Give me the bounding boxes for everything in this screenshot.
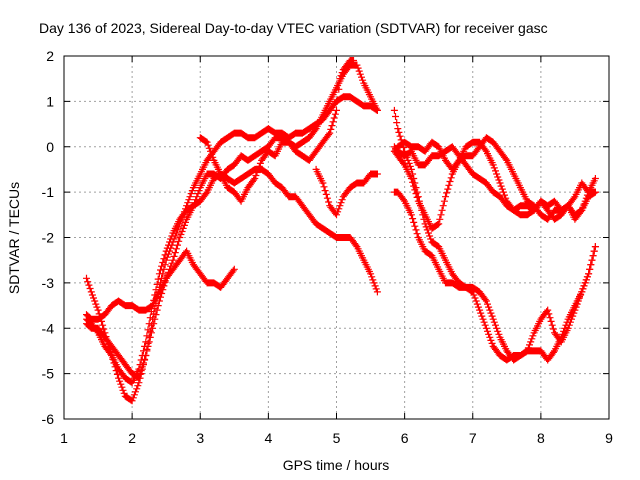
x-tick-label: 6 [401, 430, 409, 446]
series-track-k [390, 138, 599, 214]
series-markers [196, 57, 357, 205]
y-axis-title: SDTVAR / TECUs [6, 182, 22, 294]
series-track-h [390, 106, 599, 364]
axis-ticks [63, 55, 610, 420]
series-markers [83, 93, 381, 405]
x-tick-label: 9 [605, 430, 613, 446]
x-axis-title: GPS time / hours [283, 457, 390, 473]
x-tick-label: 4 [264, 430, 272, 446]
y-tick-label: 0 [46, 139, 54, 155]
y-tick-label: -3 [42, 275, 55, 291]
y-tick-label: -4 [42, 320, 55, 336]
y-tick-label: 2 [46, 48, 54, 64]
x-tick-label: 7 [469, 430, 477, 446]
series-markers [83, 61, 381, 382]
series-track-e [196, 57, 357, 205]
x-tick-label: 8 [537, 430, 545, 446]
x-tick-label: 3 [196, 430, 204, 446]
y-tick-label: -1 [42, 184, 55, 200]
chart-title: Day 136 of 2023, Sidereal Day-to-day VTE… [39, 20, 548, 36]
x-tick-labels: 1 2 3 4 5 6 7 8 9 [60, 430, 613, 446]
data-series [83, 57, 599, 405]
x-tick-label: 5 [333, 430, 341, 446]
series-track-f [312, 165, 381, 219]
x-tick-label: 2 [128, 430, 136, 446]
series-markers [390, 138, 599, 214]
y-tick-label: -5 [42, 366, 55, 382]
y-tick-labels: -6 -5 -4 -3 -2 -1 0 1 2 [42, 48, 55, 427]
y-tick-label: -6 [42, 411, 55, 427]
series-track-c [83, 93, 381, 405]
series-markers [390, 106, 599, 364]
y-tick-label: 1 [46, 93, 54, 109]
series-track-d [83, 61, 381, 382]
series-markers [312, 165, 381, 219]
y-tick-label: -2 [42, 230, 55, 246]
x-tick-label: 1 [60, 430, 68, 446]
